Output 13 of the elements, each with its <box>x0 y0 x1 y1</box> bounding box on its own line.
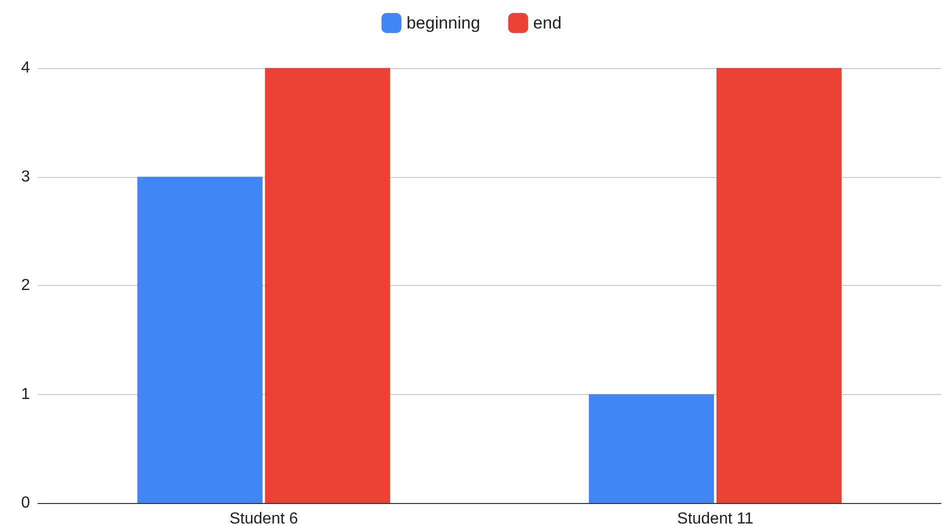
bar <box>265 68 390 503</box>
y-tick-label: 0 <box>21 494 30 512</box>
y-tick-label: 4 <box>21 60 30 76</box>
y-tick-label: 3 <box>21 168 30 186</box>
x-tick-label: Student 11 <box>677 510 754 528</box>
bar <box>137 176 262 503</box>
bar <box>588 394 714 503</box>
legend-label: end <box>533 14 562 32</box>
legend-label: beginning <box>406 14 480 32</box>
x-tick-label: Student 6 <box>230 510 298 528</box>
bar <box>716 68 842 503</box>
y-tick-label: 1 <box>21 386 30 403</box>
y-tick-label: 2 <box>21 277 30 294</box>
